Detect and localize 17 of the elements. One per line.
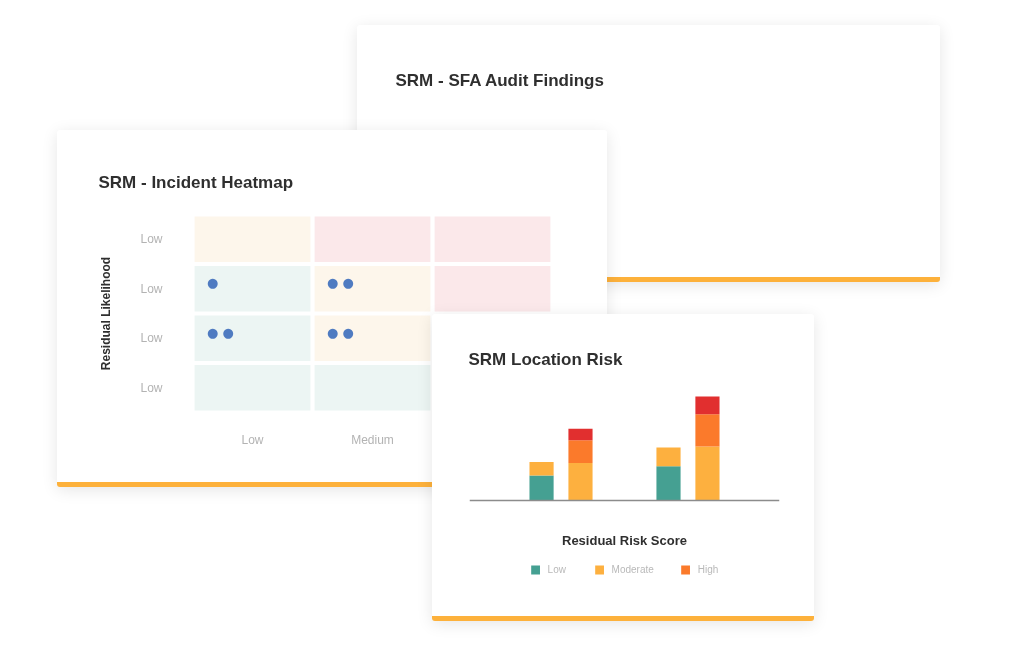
legend-label: Moderate	[611, 564, 654, 575]
text: ● ●	[206, 324, 234, 340]
legend-label: Low	[547, 564, 567, 575]
y-axis-title: Residual Likelihood	[99, 256, 114, 371]
text: ● ●	[326, 324, 354, 340]
text: ●	[206, 275, 219, 291]
text: SRM - SFA Audit Findings	[395, 71, 604, 90]
x-tick-label: Medium	[351, 432, 394, 447]
y-tick-label: Low	[140, 232, 163, 247]
y-tick-label: Low	[140, 380, 163, 395]
text: ● ●	[326, 275, 354, 291]
chart-title: SRM Location Risk	[468, 349, 624, 369]
chart-title: SRM - Incident Heatmap	[98, 173, 294, 192]
y-tick-label: Low	[140, 281, 163, 296]
legend-label: High	[697, 564, 719, 575]
y-tick-label: Low	[140, 331, 163, 346]
x-axis-title: Residual Risk Score	[562, 532, 687, 548]
